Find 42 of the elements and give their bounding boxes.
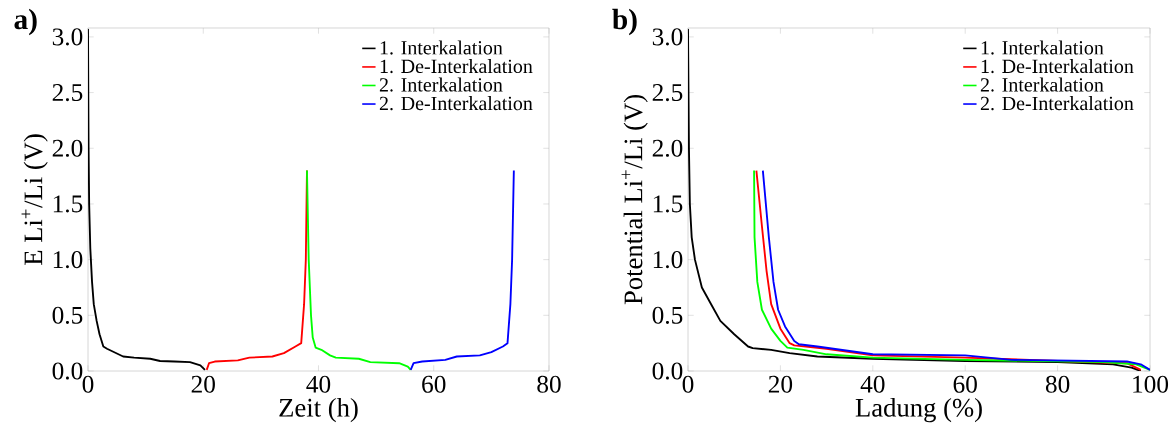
x-tick-label: 40: [306, 375, 331, 393]
x-tick-label: 0: [682, 375, 694, 393]
legend-label: 1. De-Interkalation: [380, 59, 533, 74]
x-axis-title: Zeit (h): [279, 397, 358, 423]
line-series: [306, 169, 412, 371]
chart-title: b): [612, 8, 637, 36]
legend-label: 1. Interkalation: [380, 40, 503, 55]
x-tick-label: 100: [1133, 375, 1169, 393]
x-tick-label: 0: [82, 375, 94, 393]
line-series: [409, 169, 515, 371]
x-tick-label: 80: [1045, 375, 1070, 393]
y-axis-title: Potential Li$^{+}$/Li (V): [621, 95, 648, 305]
y-tick-label: 0.5: [52, 306, 83, 324]
legend-label: 2. Interkalation: [379, 77, 503, 92]
y-tick-label: 1.5: [653, 195, 683, 213]
y-tick-label: 2.5: [52, 84, 83, 102]
y-tick-label: 2.0: [652, 139, 683, 157]
x-tick-label: 80: [537, 375, 561, 393]
y-tick-label: 1.0: [53, 251, 83, 269]
legend-label: 2. De-Interkalation: [980, 96, 1134, 111]
y-tick-label: 1.0: [653, 251, 683, 269]
y-tick-label: 2.0: [52, 139, 83, 157]
y-tick-label: 0.0: [652, 362, 683, 380]
y-tick-label: 3.0: [52, 28, 83, 46]
legend-label: 1. De-Interkalation: [981, 59, 1134, 74]
line-series: [688, 28, 1142, 371]
x-tick-label: 60: [422, 375, 446, 393]
legend-label: 2. De-Interkalation: [379, 96, 533, 111]
x-axis-title: Ladung (%): [855, 397, 982, 423]
y-tick-label: 0.5: [652, 306, 683, 324]
legend-label: 2. Interkalation: [980, 77, 1104, 92]
x-tick-label: 20: [768, 375, 793, 393]
x-tick-label: 60: [953, 375, 977, 393]
x-tick-label: 40: [860, 375, 885, 393]
x-tick-label: 20: [191, 375, 215, 393]
chart-title: a): [14, 8, 37, 36]
y-tick-label: 3.0: [652, 28, 683, 46]
y-axis-title: E Li$^{+}$/Li (V): [21, 134, 48, 266]
y-tick-label: 2.5: [652, 84, 683, 102]
y-tick-label: 0.0: [52, 362, 83, 380]
y-tick-label: 1.5: [53, 195, 83, 213]
legend-label: 1. Interkalation: [981, 40, 1104, 55]
